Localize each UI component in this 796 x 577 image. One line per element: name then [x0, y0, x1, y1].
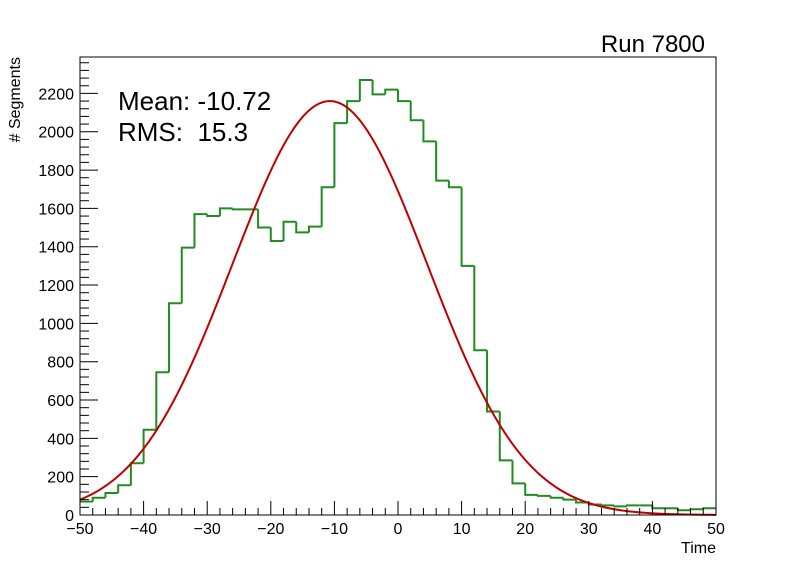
histogram-bin	[231, 208, 246, 211]
y-axis-label: # Segments	[7, 57, 24, 142]
plot-area	[79, 78, 717, 516]
y-tick-label: 200	[47, 470, 74, 487]
fit-curve	[79, 100, 717, 516]
y-tick-label: 2200	[38, 86, 74, 103]
histogram-bin	[206, 214, 220, 218]
x-tick-label: 20	[516, 521, 534, 538]
y-tick-label: 1000	[38, 316, 74, 333]
x-tick-label: 50	[707, 521, 725, 538]
histogram-bin	[307, 225, 322, 233]
histogram-bin	[218, 207, 233, 217]
histogram-bin	[524, 483, 538, 496]
chart-title: Run 7800	[601, 31, 705, 58]
y-tick-label: 1400	[38, 240, 74, 257]
y-tick-label: 600	[47, 393, 74, 410]
histogram-bin	[702, 507, 716, 510]
histogram-bin	[613, 505, 627, 508]
x-tick-label: 30	[580, 521, 598, 538]
y-tick-label: 400	[47, 431, 74, 448]
x-axis-label: Time	[681, 540, 716, 557]
histogram-bin	[257, 209, 271, 229]
histogram-bin	[435, 141, 449, 182]
histogram-bin	[155, 371, 170, 430]
histogram-bin	[460, 187, 475, 267]
histogram-bin	[422, 120, 437, 143]
histogram-bin	[397, 89, 411, 103]
x-tick-label: −20	[257, 521, 284, 538]
histogram-bin	[333, 122, 348, 188]
y-tick-label: 1800	[38, 163, 74, 180]
histogram-bin	[384, 88, 398, 95]
histogram-bin	[625, 504, 640, 507]
histogram-bin	[142, 428, 157, 464]
histogram-bin	[295, 221, 309, 234]
y-tick-label: 1200	[38, 278, 74, 295]
x-tick-label: 40	[644, 521, 662, 538]
histogram-bin	[536, 494, 551, 497]
histogram-bin	[168, 302, 182, 373]
histogram-bin	[358, 78, 373, 102]
histogram-bin	[269, 227, 284, 242]
x-tick-label: −10	[321, 521, 348, 538]
x-tick-label: 0	[394, 521, 403, 538]
x-tick-label: −50	[66, 521, 93, 538]
histogram-bin	[371, 79, 386, 96]
x-tick-label: −30	[194, 521, 221, 538]
y-tick-label: 0	[65, 508, 74, 525]
histogram-bin	[117, 484, 131, 493]
stats-mean-label: Mean: -10.72	[118, 86, 271, 116]
histogram-bin	[689, 508, 704, 511]
axis-ticks	[79, 62, 717, 516]
histogram-bin	[600, 504, 615, 507]
y-tick-label: 1600	[38, 201, 74, 218]
histogram-bin	[180, 246, 195, 304]
tick-labels: −50 −40 −30 −20 −10 0 10 20 30 40 50 0 200 400 600 800 1…	[38, 86, 725, 538]
y-tick-label: 800	[47, 355, 74, 372]
histogram-bin	[346, 100, 360, 124]
histogram-series	[80, 78, 716, 512]
histogram-bin	[486, 350, 500, 413]
x-tick-label: 10	[453, 521, 471, 538]
stats-rms-label: RMS: 15.3	[118, 117, 248, 147]
histogram-bin	[91, 496, 106, 502]
histogram-bin	[409, 101, 424, 122]
histogram-bin	[511, 460, 526, 485]
histogram-bin	[473, 265, 488, 352]
histogram-bin	[549, 495, 564, 499]
histogram-bin	[447, 180, 462, 189]
histogram-bin	[320, 186, 335, 227]
x-tick-label: −40	[130, 521, 157, 538]
histogram-bin	[562, 497, 577, 501]
histogram-bin	[104, 491, 119, 498]
y-tick-label: 2000	[38, 125, 74, 142]
histogram-bin	[498, 411, 513, 462]
histogram-bin	[193, 213, 208, 248]
histogram-bin	[282, 220, 297, 241]
